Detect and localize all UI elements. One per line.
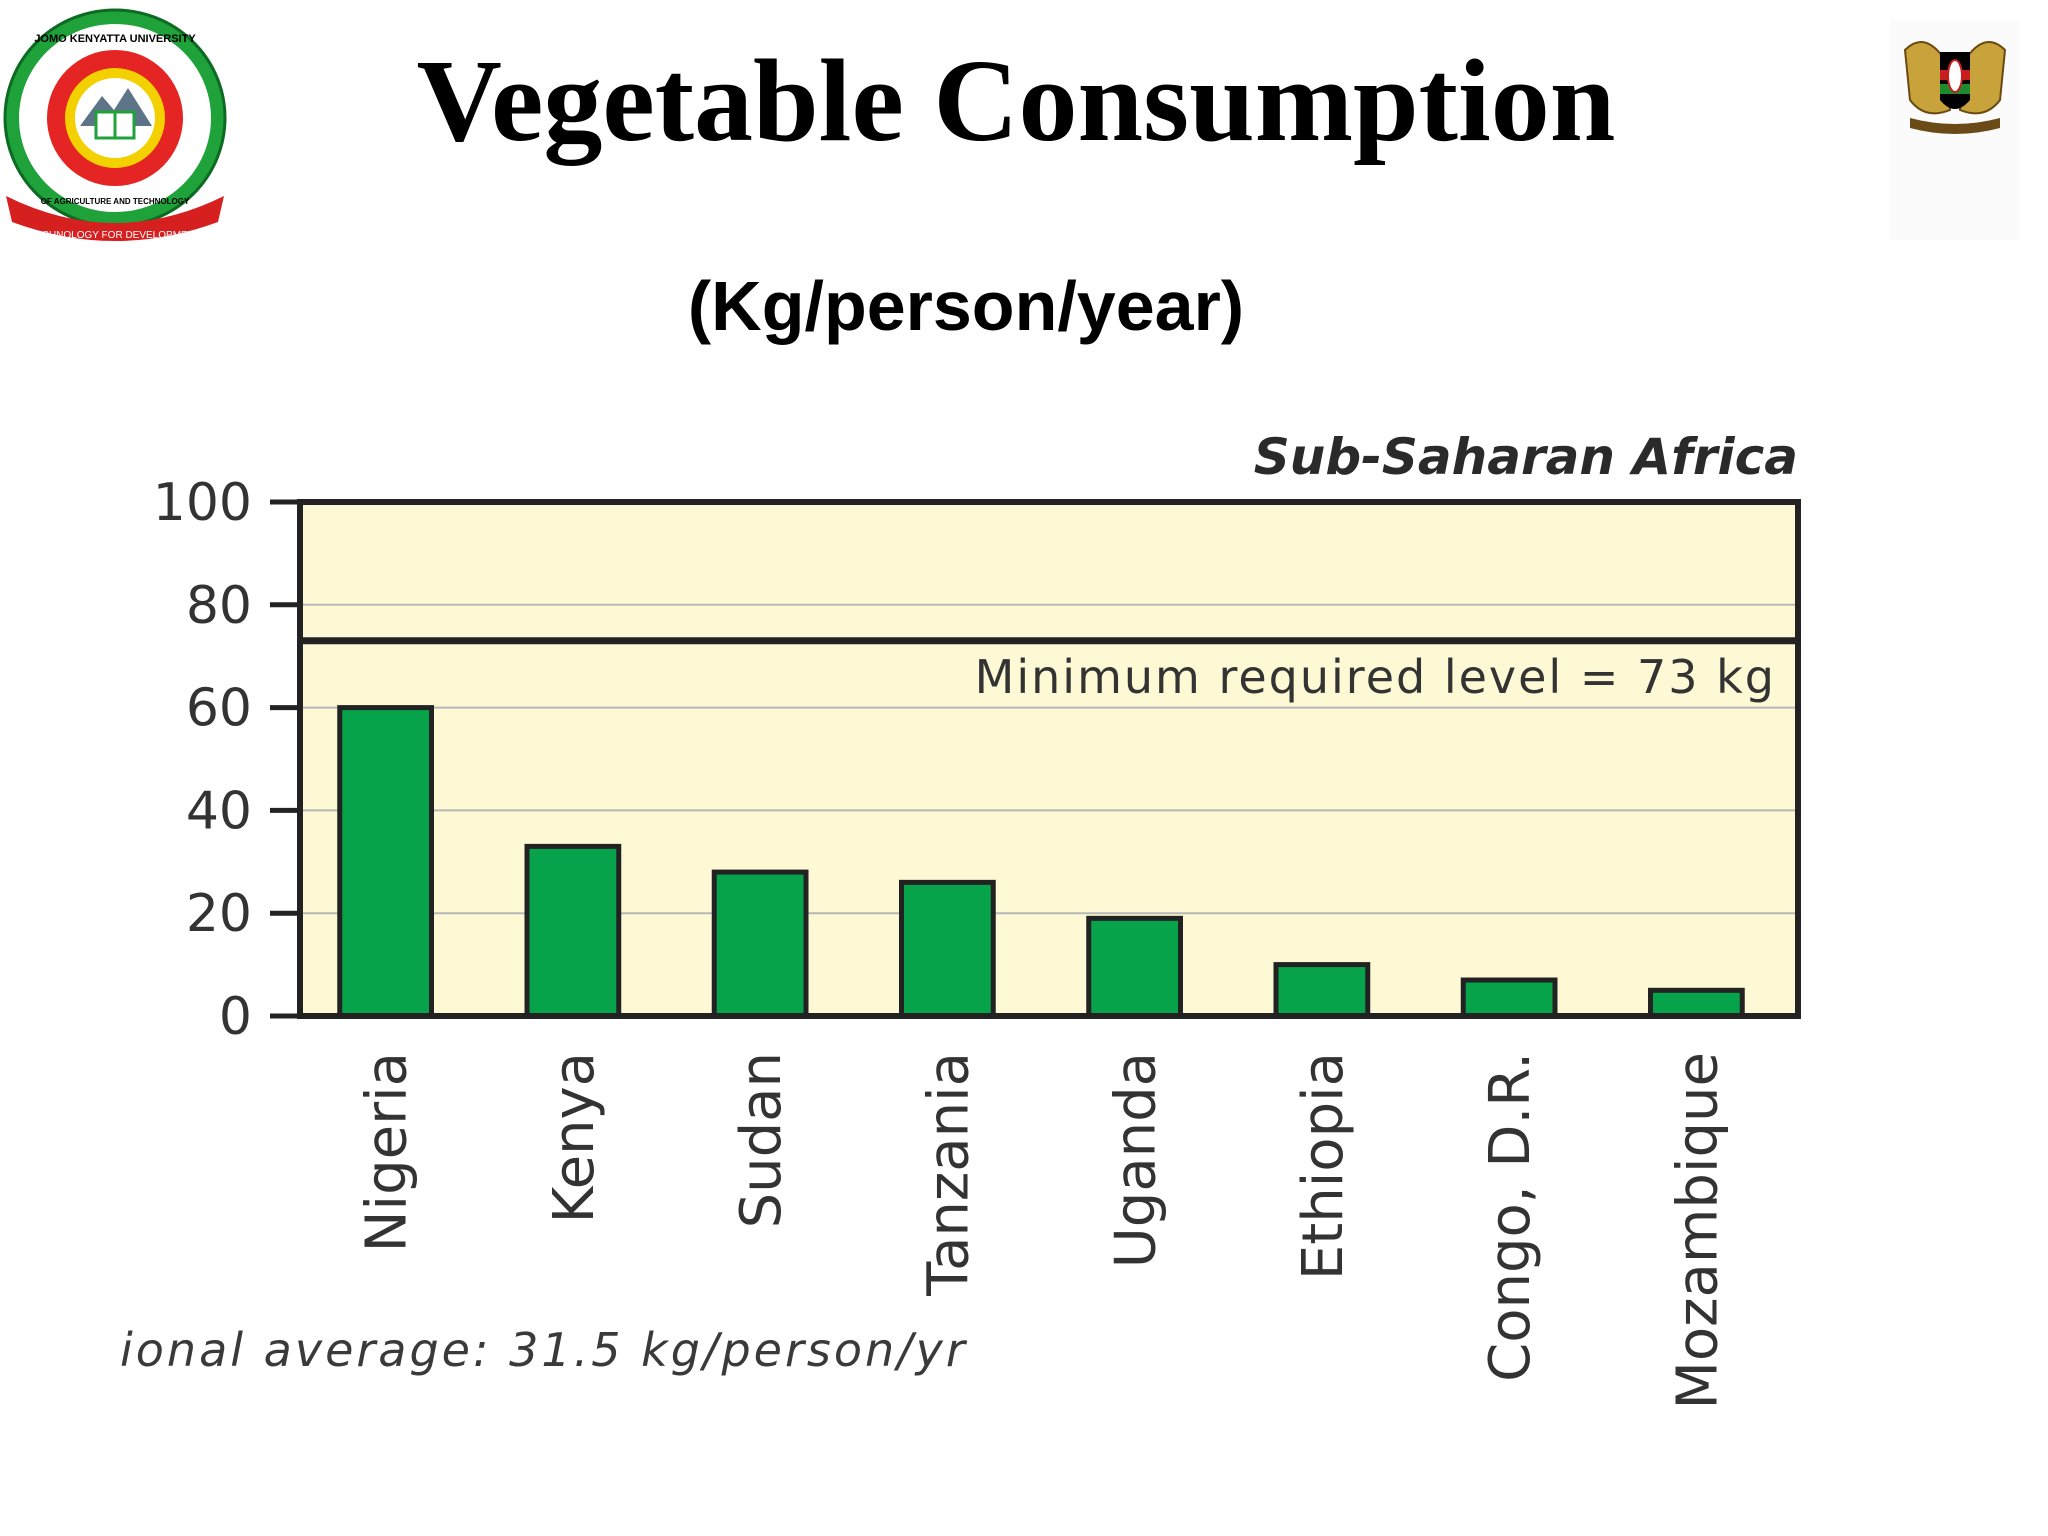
bar-chart: Sub-Saharan Africa 0 20 40 60 80 100 Nigeria K… [120, 428, 1801, 1409]
bar [1086, 915, 1184, 1019]
bar [1647, 987, 1745, 1019]
y-tick-label: 80 [186, 576, 252, 636]
x-category-label: Mozambique [1665, 1052, 1730, 1409]
x-category-label: Tanzania [916, 1052, 981, 1297]
page-subtitle: (Kg/person/year) [688, 267, 1244, 345]
reference-line-label: Minimum required level = 73 kg [975, 650, 1776, 704]
chart-title: Sub-Saharan Africa [1254, 428, 1798, 486]
x-category-label: Uganda [1104, 1052, 1169, 1268]
chart-footnote: ional average: 31.5 kg/person/yr [120, 1323, 968, 1377]
bar [1273, 962, 1371, 1019]
bar [711, 869, 809, 1019]
y-tick-label: 40 [186, 781, 252, 841]
bar [1460, 977, 1558, 1019]
plot-frame [297, 499, 1801, 1019]
bar [524, 843, 622, 1019]
coat-of-arms-icon [1890, 20, 2020, 240]
page-title: Vegetable Consumption [417, 35, 1616, 166]
y-tick-label: 100 [153, 473, 252, 533]
bar [337, 705, 435, 1019]
y-tick-label: 60 [186, 679, 252, 739]
x-category-label: Ethiopia [1291, 1052, 1356, 1280]
logo-arc-text-top: JOMO KENYATTA UNIVERSITY [34, 33, 196, 45]
bar [898, 879, 996, 1019]
x-category-label: Sudan [729, 1052, 794, 1228]
logo-arc-text-bottom: OF AGRICULTURE AND TECHNOLOGY [41, 197, 190, 206]
x-category-label: Nigeria [355, 1052, 420, 1252]
logo-ribbon-text: TECHNOLOGY FOR DEVELOPMENT [29, 230, 201, 241]
y-tick-label: 20 [186, 884, 252, 944]
y-tick-label: 0 [219, 987, 252, 1047]
x-category-label: Congo, D.R. [1478, 1052, 1543, 1382]
x-category-label: Kenya [542, 1052, 607, 1223]
university-seal-icon: TECHNOLOGY FOR DEVELOPMENT JOMO KENYATTA… [3, 8, 227, 241]
